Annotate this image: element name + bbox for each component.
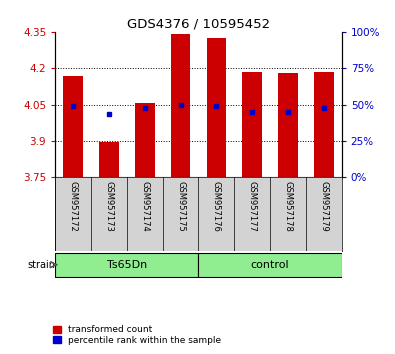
Bar — [55, 253, 199, 276]
Text: Ts65Dn: Ts65Dn — [107, 260, 147, 270]
Bar — [314, 72, 334, 177]
Title: GDS4376 / 10595452: GDS4376 / 10595452 — [127, 18, 270, 31]
Text: strain: strain — [28, 260, 56, 270]
Bar — [63, 75, 83, 177]
Text: control: control — [251, 260, 290, 270]
Text: GSM957175: GSM957175 — [176, 181, 185, 232]
Text: GSM957174: GSM957174 — [140, 181, 149, 232]
Text: GSM957173: GSM957173 — [105, 181, 113, 232]
Bar — [199, 253, 342, 276]
Bar — [243, 72, 262, 177]
Bar — [207, 38, 226, 177]
Text: GSM957178: GSM957178 — [284, 181, 292, 232]
Bar — [278, 73, 298, 177]
Text: GSM957179: GSM957179 — [319, 181, 328, 232]
Text: GSM957177: GSM957177 — [248, 181, 257, 232]
Bar — [171, 34, 190, 177]
Legend: transformed count, percentile rank within the sample: transformed count, percentile rank withi… — [52, 324, 222, 346]
Bar — [135, 103, 154, 177]
Text: GSM957172: GSM957172 — [69, 181, 78, 232]
Text: GSM957176: GSM957176 — [212, 181, 221, 232]
Bar — [99, 142, 119, 177]
